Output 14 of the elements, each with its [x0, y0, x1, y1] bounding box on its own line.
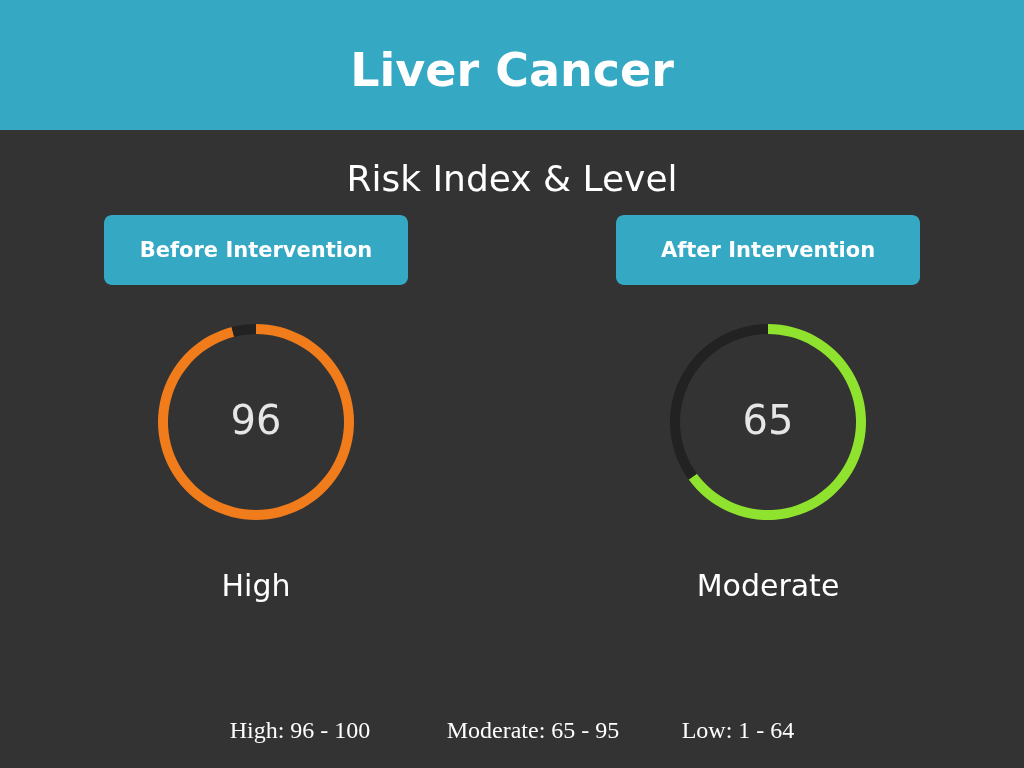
text: High: 96 - 100	[229, 717, 371, 743]
text: Liver Cancer	[350, 43, 675, 97]
donut-slice	[231, 324, 256, 337]
text: Moderate	[696, 568, 840, 603]
chart-title: Before Intervention	[139, 238, 373, 262]
text: Risk Index & Level	[346, 158, 678, 199]
data-label: 96	[230, 397, 282, 443]
text: Low: 1 - 64	[681, 717, 795, 743]
text: Moderate: 65 - 95	[446, 717, 620, 743]
text: High	[221, 568, 291, 603]
chart-title: After Intervention	[660, 238, 876, 262]
donut-slice	[688, 324, 866, 520]
donut-slice	[158, 324, 354, 520]
data-label: 65	[742, 397, 794, 443]
